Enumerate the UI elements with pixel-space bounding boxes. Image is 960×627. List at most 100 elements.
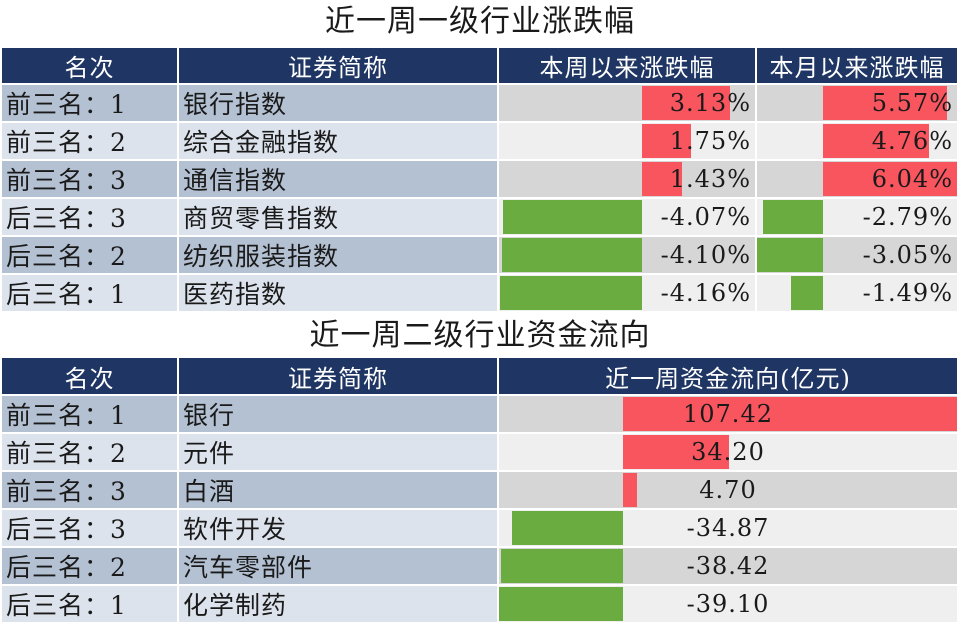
month-change-cell: 5.57% [756,84,959,123]
fund-flow-value: 4.70 [699,476,757,504]
fund-flow-value: 107.42 [683,400,773,428]
name-cell: 医药指数 [178,274,499,313]
month-change-value: -3.05% [862,241,953,269]
month-change-bar [790,276,823,310]
month-change-cell: 4.76% [756,122,959,161]
table-row: 前三名：1 银行 107.42 [2,395,959,434]
name-cell: 商贸零售指数 [178,198,499,237]
fund-flow-bar [622,473,638,507]
name-cell: 汽车零部件 [178,547,499,586]
fund-flow-cell: -38.42 [498,547,959,586]
week-change-value: -4.10% [660,241,751,269]
fund-flow-bar [622,397,956,431]
name-cell: 通信指数 [178,160,499,199]
table1-header-row: 名次 证券简称 本周以来涨跌幅 本月以来涨跌幅 [2,48,959,85]
month-change-bar [823,86,947,120]
table2-title: 近一周二级行业资金流向 [309,318,651,353]
fund-flow-cell: 34.20 [498,433,959,472]
rank-cell: 前三名：1 [2,395,179,434]
fund-flow-bar [622,435,730,469]
week-change-value: 1.75% [669,127,751,155]
header-fund-flow: 近一周资金流向(亿元) [498,358,959,396]
month-change-bar [757,238,823,272]
name-cell: 化学制药 [178,585,499,624]
industry-change-table: 名次 证券简称 本周以来涨跌幅 本月以来涨跌幅 前三名：1 银行指数 3.13% 5.… [2,48,959,313]
table-row: 前三名：2 元件 34.20 [2,433,959,472]
table-row: 前三名：3 通信指数 1.43% 6.04% [2,160,959,199]
table-row: 前三名：2 综合金融指数 1.75% 4.76% [2,122,959,161]
week-change-bar [501,238,643,272]
week-change-value: 3.13% [669,89,751,117]
rank-cell: 前三名：2 [2,122,179,161]
fund-flow-bar [501,549,623,583]
fund-flow-cell: -34.87 [498,509,959,548]
week-change-bar [499,276,643,310]
table1-title: 近一周一级行业涨跌幅 [325,4,635,39]
fund-flow-bar [499,587,623,621]
header-name: 证券简称 [178,48,499,85]
table-row: 后三名：3 商贸零售指数 -4.07% -2.79% [2,198,959,237]
rank-cell: 后三名：3 [2,198,179,237]
week-change-value: -4.16% [660,279,751,307]
week-change-cell: -4.07% [498,198,757,237]
name-cell: 银行指数 [178,84,499,123]
rank-cell: 前三名：3 [2,160,179,199]
rank-cell: 后三名：1 [2,274,179,313]
week-change-cell: -4.16% [498,274,757,313]
rank-cell: 后三名：2 [2,236,179,275]
name-cell: 白酒 [178,471,499,510]
week-change-cell: 3.13% [498,84,757,123]
month-change-cell: -2.79% [756,198,959,237]
name-cell: 银行 [178,395,499,434]
table-row: 前三名：3 白酒 4.70 [2,471,959,510]
fund-flow-value: -39.10 [686,590,770,618]
month-change-value: 4.76% [871,127,953,155]
table-row: 前三名：1 银行指数 3.13% 5.57% [2,84,959,123]
week-change-cell: 1.43% [498,160,757,199]
week-change-value: -4.07% [660,203,751,231]
rank-cell: 前三名：1 [2,84,179,123]
name-cell: 纺织服装指数 [178,236,499,275]
week-change-cell: 1.75% [498,122,757,161]
fund-flow-cell: 4.70 [498,471,959,510]
header-week-change: 本周以来涨跌幅 [498,48,757,85]
week-change-bar [502,200,643,234]
table-row: 后三名：2 纺织服装指数 -4.10% -3.05% [2,236,959,275]
table-row: 后三名：1 医药指数 -4.16% -1.49% [2,274,959,313]
header-month-change: 本月以来涨跌幅 [756,48,959,85]
rank-cell: 后三名：3 [2,509,179,548]
rank-cell: 后三名：2 [2,547,179,586]
month-change-bar [823,162,956,196]
fund-flow-value: -38.42 [686,552,770,580]
week-change-bar [642,86,731,120]
month-change-value: -1.49% [862,279,953,307]
header-name: 证券简称 [178,358,499,396]
header-rank: 名次 [2,358,179,396]
week-change-value: 1.43% [669,165,751,193]
table-row: 后三名：3 软件开发 -34.87 [2,509,959,548]
header-rank: 名次 [2,48,179,85]
month-change-value: 6.04% [871,165,953,193]
month-change-bar [762,200,823,234]
fund-flow-table: 名次 证券简称 近一周资金流向(亿元) 前三名：1 银行 107.42 前三名：2 元件… [2,358,959,624]
fund-flow-bar [512,511,623,545]
table2-header-row: 名次 证券简称 近一周资金流向(亿元) [2,358,959,396]
fund-flow-cell: -39.10 [498,585,959,624]
rank-cell: 前三名：2 [2,433,179,472]
name-cell: 综合金融指数 [178,122,499,161]
table-row: 后三名：2 汽车零部件 -38.42 [2,547,959,586]
month-change-cell: -3.05% [756,236,959,275]
month-change-cell: 6.04% [756,160,959,199]
month-change-bar [823,124,929,158]
name-cell: 元件 [178,433,499,472]
table-row: 后三名：1 化学制药 -39.10 [2,585,959,624]
rank-cell: 前三名：3 [2,471,179,510]
week-change-bar [642,162,683,196]
name-cell: 软件开发 [178,509,499,548]
month-change-cell: -1.49% [756,274,959,313]
fund-flow-value: 34.20 [691,438,765,466]
rank-cell: 后三名：1 [2,585,179,624]
fund-flow-value: -34.87 [686,514,770,542]
week-change-cell: -4.10% [498,236,757,275]
fund-flow-cell: 107.42 [498,395,959,434]
